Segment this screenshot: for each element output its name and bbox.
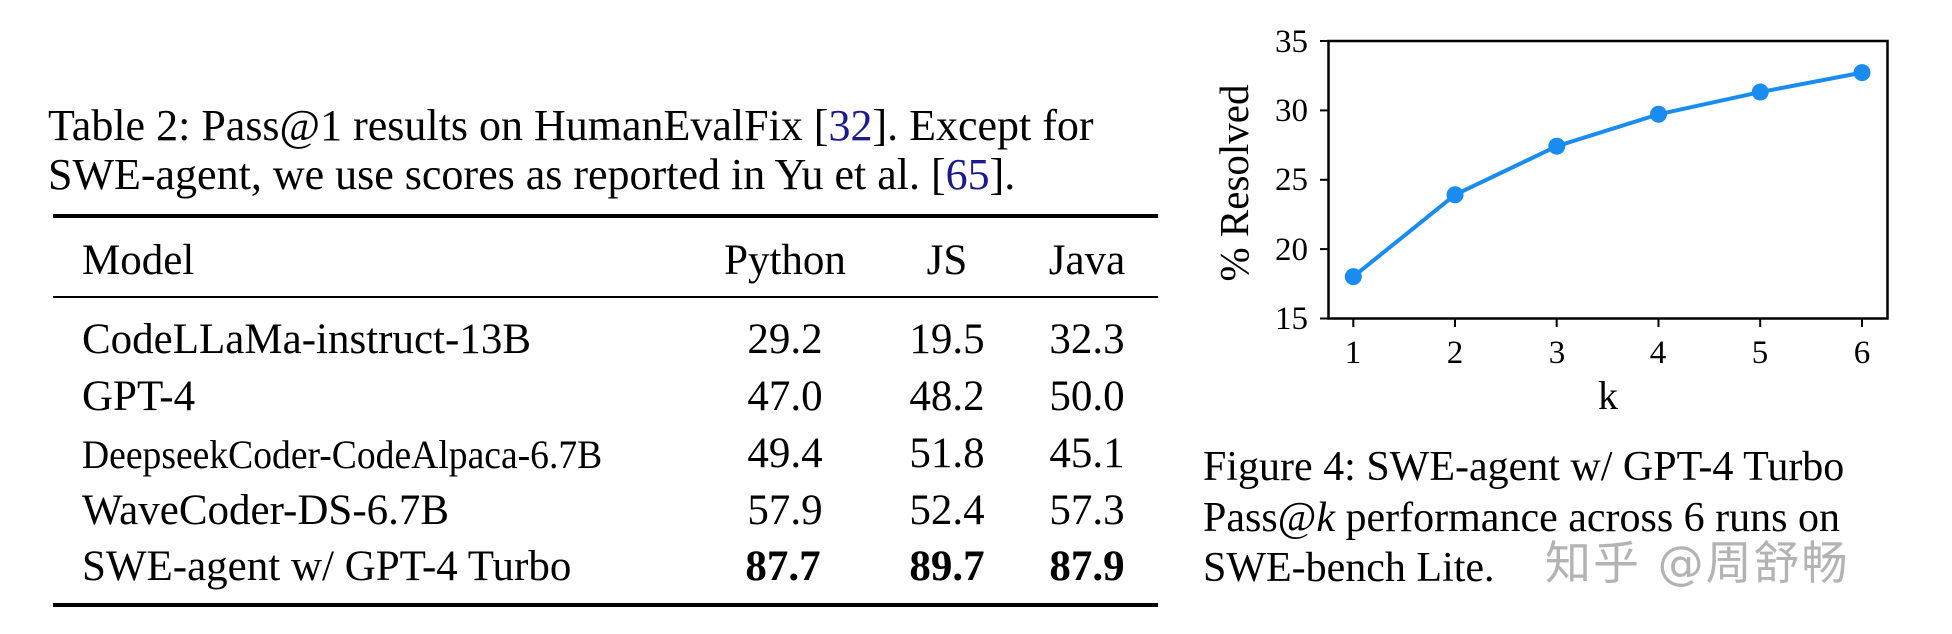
x-axis-ticks (1352, 319, 1863, 327)
y-tick-label: 35 (1275, 24, 1308, 60)
caption-text: performance across 6 runs on (1335, 495, 1841, 541)
js-score: 48.2 (909, 373, 985, 420)
java-score: 57.3 (1049, 487, 1125, 534)
java-score: 32.3 (1049, 316, 1125, 363)
data-point-marker (1650, 105, 1668, 123)
figure-caption-line-2: Pass@k performance across 6 runs on (1203, 497, 1840, 539)
x-tick-label: 4 (1649, 335, 1667, 371)
data-point-marker (1446, 186, 1464, 204)
citation-link-65[interactable]: 65 (945, 150, 990, 199)
figure-caption-line-3: SWE-bench Lite. (1203, 545, 1495, 591)
plot-frame (1327, 39, 1889, 320)
x-tick-label: 5 (1751, 335, 1769, 371)
js-score: 19.5 (909, 316, 985, 363)
caption-text: ]. (989, 150, 1016, 199)
y-axis-label: % Resolved (1211, 85, 1257, 282)
data-point-marker (1548, 137, 1566, 155)
table-top-rule (53, 214, 1158, 218)
caption-text: ]. Except for (872, 101, 1094, 150)
python-score: 57.9 (747, 487, 823, 534)
x-tick-label: 3 (1548, 335, 1566, 371)
series-line (1352, 70, 1863, 279)
header-python: Python (724, 237, 846, 284)
x-tick-label: 1 (1344, 335, 1362, 371)
x-tick-label: 2 (1446, 335, 1464, 371)
model-name: CodeLLaMa-instruct-13B (82, 316, 532, 363)
model-name: WaveCoder-DS-6.7B (82, 487, 450, 534)
model-name: DeepseekCoder-CodeAlpaca-6.7B (82, 432, 603, 477)
zhihu-watermark: 知乎 @周舒畅 (1545, 536, 1850, 590)
model-name: GPT-4 (82, 373, 196, 420)
python-score: 29.2 (747, 316, 823, 363)
table-caption-line-2: SWE-agent, we use scores as reported in … (48, 153, 1015, 197)
y-tick-label: 20 (1275, 232, 1308, 268)
header-js: JS (926, 237, 968, 284)
caption-text: Table 2: Pass@1 results on HumanEvalFix … (48, 101, 829, 150)
y-axis-ticks (1320, 40, 1328, 320)
js-score: 51.8 (909, 430, 985, 477)
caption-text: Pass@ (1203, 495, 1317, 541)
header-java: Java (1048, 237, 1126, 284)
y-tick-label: 15 (1275, 301, 1308, 337)
model-name: SWE-agent w/ GPT-4 Turbo (82, 543, 572, 590)
data-point-marker (1751, 83, 1769, 101)
js-score: 89.7 (909, 543, 985, 590)
data-point-marker (1344, 268, 1362, 286)
y-tick-label: 30 (1275, 93, 1308, 129)
x-tick-label: 6 (1853, 335, 1871, 371)
table-caption-line-1: Table 2: Pass@1 results on HumanEvalFix … (48, 104, 1094, 148)
java-score: 45.1 (1049, 430, 1125, 477)
header-model: Model (82, 237, 195, 284)
figure-caption-line-1: Figure 4: SWE-agent w/ GPT-4 Turbo (1203, 444, 1845, 490)
citation-link-32[interactable]: 32 (828, 101, 873, 150)
caption-math-k: k (1316, 495, 1336, 541)
table-mid-rule (53, 296, 1158, 298)
python-score: 87.7 (745, 543, 821, 590)
data-point-marker (1853, 64, 1871, 82)
x-axis-label: k (1598, 373, 1618, 418)
java-score: 50.0 (1049, 373, 1125, 420)
java-score: 87.9 (1049, 543, 1125, 590)
caption-text: SWE-agent, we use scores as reported in … (48, 150, 946, 199)
series-markers (1344, 64, 1871, 286)
table-bottom-rule (53, 603, 1158, 607)
y-tick-label: 25 (1275, 162, 1308, 198)
python-score: 47.0 (747, 373, 823, 420)
js-score: 52.4 (909, 487, 985, 534)
python-score: 49.4 (747, 430, 823, 477)
